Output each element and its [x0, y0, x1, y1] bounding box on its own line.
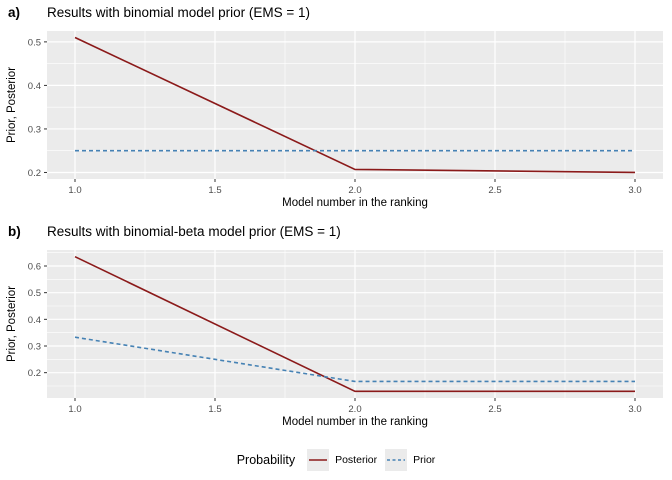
- legend-entry-prior: Prior: [385, 449, 435, 471]
- svg-text:1.0: 1.0: [68, 185, 81, 196]
- chart-a-x-axis-label: Model number in the ranking: [282, 197, 428, 209]
- svg-text:2.5: 2.5: [488, 404, 501, 415]
- svg-text:0.3: 0.3: [28, 342, 41, 353]
- legend-entry-posterior: Posterior: [307, 449, 377, 471]
- chart-b-x-axis-label: Model number in the ranking: [282, 416, 428, 428]
- svg-text:0.5: 0.5: [28, 288, 41, 299]
- chart-a-tag: a): [8, 5, 21, 20]
- svg-text:0.4: 0.4: [28, 315, 41, 326]
- svg-text:0.4: 0.4: [28, 81, 41, 92]
- chart-a-title: Results with binomial model prior (EMS =…: [47, 5, 310, 20]
- chart-a-plot: 1.0 1.5 2.0 2.5 3.0 0.2 0.3 0.4 0.5: [28, 31, 663, 196]
- svg-text:0.5: 0.5: [28, 37, 41, 48]
- legend-label-prior: Prior: [413, 454, 436, 466]
- svg-text:1.5: 1.5: [208, 404, 221, 415]
- legend-label-posterior: Posterior: [335, 454, 378, 466]
- chart-b-title: Results with binomial-beta model prior (…: [47, 224, 341, 239]
- posterior-line-key-icon: [307, 449, 330, 471]
- svg-text:0.6: 0.6: [28, 262, 41, 273]
- legend-title: Probability: [236, 453, 296, 467]
- svg-text:0.2: 0.2: [28, 368, 41, 379]
- svg-text:1.0: 1.0: [68, 404, 81, 415]
- chart-a-title-row: a) Results with binomial model prior (EM…: [8, 5, 672, 25]
- chart-b-title-row: b) Results with binomial-beta model prio…: [8, 224, 672, 244]
- prior-line-key-icon: [385, 449, 408, 471]
- chart-b-plot: 1.0 1.5 2.0 2.5 3.0 0.2 0.3 0.4 0.5 0.6: [28, 250, 663, 415]
- svg-text:0.2: 0.2: [28, 168, 41, 179]
- svg-text:0.3: 0.3: [28, 124, 41, 135]
- legend: Probability Posterior Prior: [0, 444, 672, 476]
- chart-b-tag: b): [8, 224, 21, 239]
- svg-text:2.0: 2.0: [348, 404, 361, 415]
- svg-text:3.0: 3.0: [628, 185, 641, 196]
- svg-text:1.5: 1.5: [208, 185, 221, 196]
- svg-text:2.5: 2.5: [488, 185, 501, 196]
- svg-text:3.0: 3.0: [628, 404, 641, 415]
- svg-text:2.0: 2.0: [348, 185, 361, 196]
